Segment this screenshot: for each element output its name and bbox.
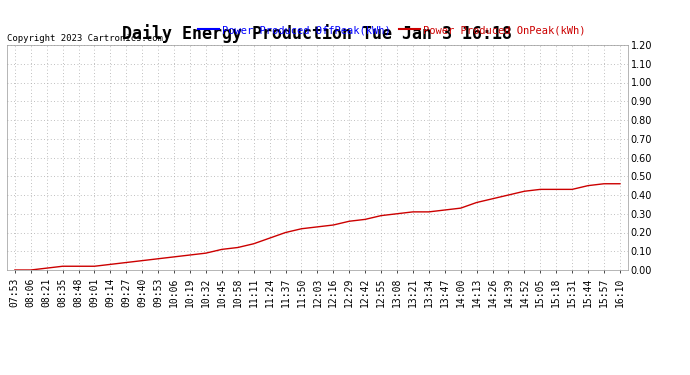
Legend: Power Produced OffPeak(kWh), Power Produced OnPeak(kWh): Power Produced OffPeak(kWh), Power Produ… [194, 21, 590, 39]
Title: Daily Energy Production Tue Jan 3 16:18: Daily Energy Production Tue Jan 3 16:18 [122, 24, 513, 44]
Text: Copyright 2023 Cartronics.com: Copyright 2023 Cartronics.com [7, 34, 163, 43]
